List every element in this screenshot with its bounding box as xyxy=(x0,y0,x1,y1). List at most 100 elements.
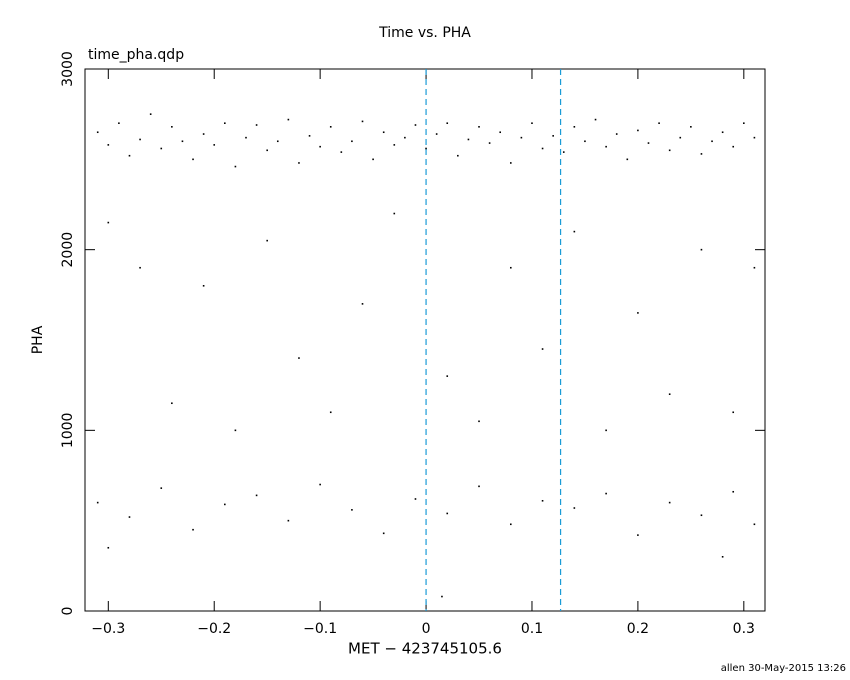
point xyxy=(224,122,226,124)
point xyxy=(202,285,205,287)
point xyxy=(668,393,671,395)
point xyxy=(584,140,586,143)
point xyxy=(605,429,607,432)
point xyxy=(700,514,703,517)
chart-title: Time vs. PHA xyxy=(378,25,471,41)
point xyxy=(732,145,735,148)
point xyxy=(96,501,99,504)
point xyxy=(160,147,163,150)
point xyxy=(128,154,131,157)
point xyxy=(594,118,597,121)
point xyxy=(478,126,480,128)
point xyxy=(171,126,173,128)
subtitle: time_pha.qdp xyxy=(88,47,184,63)
plot-frame xyxy=(84,68,766,612)
point xyxy=(393,212,396,215)
point xyxy=(700,248,703,251)
point xyxy=(700,153,703,155)
point xyxy=(541,147,544,150)
x-tick-label: −0.2 xyxy=(197,621,231,637)
point xyxy=(118,122,120,124)
point xyxy=(573,230,576,233)
point xyxy=(478,420,480,423)
point xyxy=(340,151,343,153)
point xyxy=(149,113,152,115)
point xyxy=(308,135,311,137)
point xyxy=(319,145,321,148)
point xyxy=(414,498,417,500)
point xyxy=(361,303,364,305)
point xyxy=(287,519,290,522)
point xyxy=(266,239,268,242)
point xyxy=(499,131,502,134)
point xyxy=(276,140,279,143)
point xyxy=(711,140,713,143)
y-tick-label: 3000 xyxy=(60,51,76,87)
point xyxy=(605,492,607,495)
point xyxy=(753,266,756,269)
y-tick-label: 1000 xyxy=(60,413,76,449)
point xyxy=(531,122,533,124)
point xyxy=(753,523,756,526)
point xyxy=(509,266,512,269)
point xyxy=(361,120,364,123)
point xyxy=(414,124,417,126)
y-tick-label: 2000 xyxy=(60,232,76,268)
point xyxy=(679,136,682,139)
point xyxy=(245,136,247,139)
point xyxy=(234,165,237,168)
point xyxy=(509,523,512,526)
point xyxy=(753,136,756,139)
point xyxy=(435,133,438,135)
point xyxy=(658,122,660,124)
point xyxy=(637,534,639,536)
point xyxy=(446,375,449,377)
point xyxy=(446,122,449,124)
point xyxy=(404,136,406,139)
point xyxy=(224,503,226,506)
point xyxy=(541,499,544,502)
x-tick-label: 0 xyxy=(422,621,431,637)
point xyxy=(234,429,237,432)
point xyxy=(520,136,523,139)
point xyxy=(139,266,141,269)
point xyxy=(668,501,671,504)
point xyxy=(615,133,618,135)
point xyxy=(478,485,480,488)
point xyxy=(393,144,396,146)
point xyxy=(743,122,745,124)
point xyxy=(552,135,554,137)
point xyxy=(721,556,724,558)
point xyxy=(107,546,110,549)
point xyxy=(509,162,512,164)
point xyxy=(626,158,629,161)
point xyxy=(732,411,735,414)
point xyxy=(562,151,565,153)
x-tick-label: 0.1 xyxy=(521,621,543,637)
point xyxy=(329,411,332,414)
point xyxy=(329,126,332,128)
point xyxy=(668,149,671,152)
footer: allen 30-May-2015 13:26 xyxy=(721,663,846,674)
point xyxy=(467,138,470,141)
point xyxy=(488,142,491,144)
point xyxy=(255,124,258,126)
point xyxy=(181,140,184,143)
point xyxy=(382,131,385,134)
point xyxy=(637,312,639,314)
point xyxy=(139,138,141,141)
point xyxy=(637,129,639,132)
point xyxy=(107,221,110,224)
point xyxy=(446,512,449,515)
point xyxy=(425,147,427,150)
point xyxy=(647,142,650,144)
point xyxy=(128,516,131,518)
point xyxy=(192,528,194,531)
x-tick-label: 0.3 xyxy=(733,621,755,637)
x-tick-label: −0.1 xyxy=(303,621,337,637)
point xyxy=(192,158,194,161)
x-tick-label: −0.3 xyxy=(91,621,125,637)
x-tick-label: 0.2 xyxy=(627,621,649,637)
point xyxy=(160,487,163,489)
